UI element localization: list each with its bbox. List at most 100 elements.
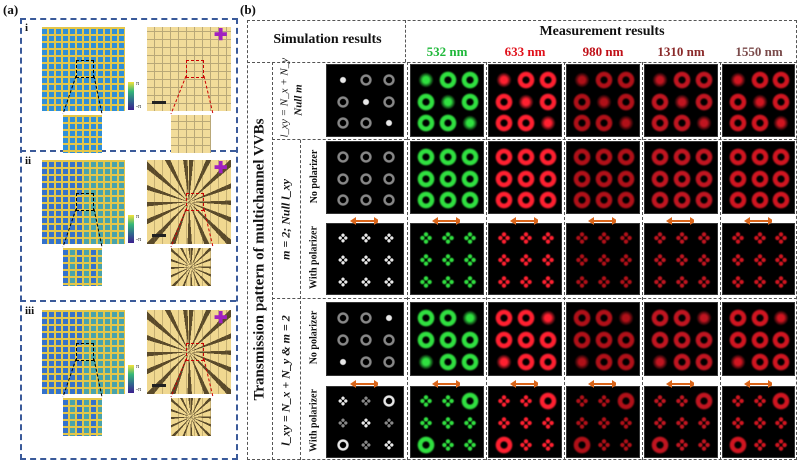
beam-spot (517, 70, 535, 89)
beam-spot (416, 147, 435, 166)
beam-spot (695, 353, 714, 372)
beam-spot (382, 310, 397, 325)
measurement-image (722, 386, 795, 458)
zoom-region (186, 343, 204, 361)
beam-spot (359, 94, 373, 109)
beam-spot (382, 94, 397, 109)
beam-spot (494, 251, 513, 269)
beam-spot (617, 70, 636, 89)
beam-spot (695, 229, 714, 248)
beam-spot (673, 191, 691, 210)
beam-spot (728, 92, 747, 111)
beam-spot (595, 191, 613, 210)
divider (407, 139, 797, 140)
simulation-image (326, 64, 404, 137)
phase-inset (63, 248, 102, 286)
beam-spot (439, 229, 457, 248)
measurement-image (488, 141, 562, 214)
beam-spot (617, 353, 636, 372)
beam-spot (439, 353, 457, 372)
beam-spot (673, 147, 691, 166)
beam-spot (494, 414, 513, 432)
polarizer-direction-arrow-icon (743, 380, 772, 388)
beam-spot (439, 272, 457, 291)
wavelength-label: 1550 nm (735, 44, 783, 59)
beam-spot (494, 191, 513, 210)
measurement-image (566, 302, 640, 376)
beam-spot (416, 353, 435, 372)
beam-spot (517, 251, 535, 269)
beam-spot (673, 169, 691, 188)
polarizer-direction-arrow-icon (432, 217, 460, 225)
beam-spot (750, 414, 769, 432)
beam-spot (650, 414, 669, 432)
beam-spot (728, 331, 747, 349)
beam-spot (517, 114, 535, 133)
beam-spot (539, 114, 558, 133)
beam-spot (461, 92, 480, 111)
measurement-image (566, 141, 640, 214)
beam-spot (335, 171, 350, 186)
beam-spot (695, 191, 714, 210)
beam-spot (382, 416, 397, 430)
beam-spot (439, 308, 457, 327)
beam-spot (359, 72, 373, 87)
beam-spot (595, 414, 613, 432)
beam-spot (617, 92, 636, 111)
beam-spot (595, 331, 613, 349)
beam-spot (617, 435, 636, 454)
beam-spot (695, 331, 714, 349)
measurement-image (566, 64, 640, 137)
beam-spot (750, 251, 769, 269)
beam-spot (416, 229, 435, 248)
beam-spot (517, 147, 535, 166)
beam-spot (461, 70, 480, 89)
beam-spot (517, 331, 535, 349)
colorbar-max: π (136, 364, 140, 370)
beam-spot (617, 392, 636, 411)
beam-spot (595, 114, 613, 133)
beam-spot (461, 147, 480, 166)
beam-spot (595, 353, 613, 372)
beam-spot (461, 191, 480, 210)
divider (20, 300, 236, 302)
beam-spot (359, 149, 373, 164)
beam-spot (595, 92, 613, 111)
beam-spot (439, 414, 457, 432)
phase-inset (63, 398, 102, 436)
group-label: l_xy = N_x + N_y (278, 57, 291, 138)
beam-spot (382, 72, 397, 87)
beam-spot (539, 331, 558, 349)
beam-spot (572, 308, 591, 327)
polarizer-label: With polarizer (308, 389, 320, 452)
beam-spot (772, 414, 791, 432)
beam-spot (539, 191, 558, 210)
section-numeral: ii (25, 155, 32, 167)
beam-spot (595, 392, 613, 411)
beam-spot (617, 308, 636, 327)
beam-spot (650, 435, 669, 454)
beam-spot (772, 435, 791, 454)
divider (20, 150, 236, 152)
beam-spot (517, 229, 535, 248)
beam-spot (772, 229, 791, 248)
simulation-image (326, 141, 404, 214)
scale-bar (152, 101, 166, 104)
group-label-2: Null m (292, 84, 305, 116)
polarizer-direction-arrow-icon (666, 217, 694, 225)
beam-spot (539, 353, 558, 372)
beam-spot (416, 308, 435, 327)
beam-spot (572, 414, 591, 432)
beam-spot (750, 308, 769, 327)
zoom-lines (62, 76, 214, 115)
beam-spot (772, 272, 791, 291)
colorbar-min: -π (136, 237, 142, 243)
simulation-image (326, 302, 404, 376)
simulation-image (326, 386, 404, 458)
beam-spot (359, 437, 373, 452)
beam-spot (359, 231, 373, 246)
beam-spot (359, 355, 373, 370)
beam-spot (572, 229, 591, 248)
beam-spot (382, 355, 397, 370)
beam-spot (750, 169, 769, 188)
